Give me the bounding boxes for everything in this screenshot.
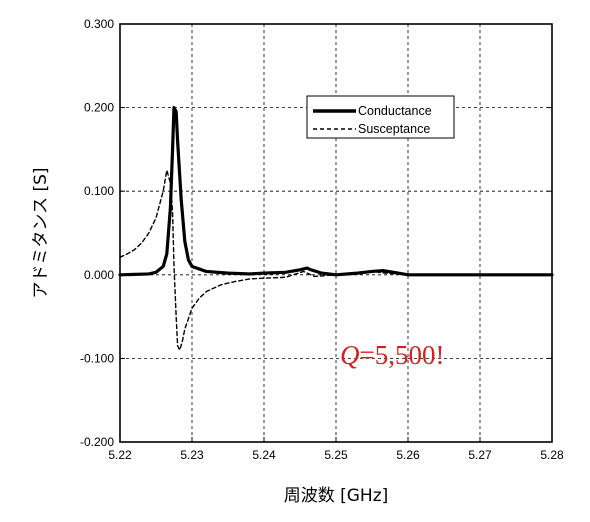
x-tick-label: 5.22 (108, 448, 132, 462)
x-tick-label: 5.28 (540, 448, 564, 462)
x-tick-label: 5.27 (468, 448, 492, 462)
q-annotation: Q=5,500! (340, 340, 444, 370)
y-tick-label: 0.000 (84, 268, 114, 282)
y-tick-label: 0.100 (84, 184, 114, 198)
x-axis-title: 周波数 [GHz] (284, 486, 389, 506)
x-tick-label: 5.25 (324, 448, 348, 462)
legend-label-conductance: Conductance (358, 104, 432, 118)
y-tick-label: 0.200 (84, 101, 114, 115)
y-axis-title: アドミタンス [S] (31, 167, 51, 298)
legend-box (306, 95, 455, 139)
legend-label-susceptance: Susceptance (358, 122, 430, 136)
tick-labels: 5.22 5.23 5.24 5.25 5.26 5.27 5.28 -0.200 -0.100… (80, 17, 564, 462)
series-layer (118, 106, 554, 351)
y-tick-label: -0.100 (80, 351, 114, 365)
x-tick-label: 5.24 (252, 448, 276, 462)
legend: Conductance Susceptance (306, 95, 455, 139)
y-tick-label: 0.300 (84, 17, 114, 31)
q-annotation-italic: Q (340, 340, 360, 370)
tick-marks (119, 23, 553, 443)
q-annotation-value: =5,500! (360, 340, 445, 370)
y-tick-label: -0.200 (80, 435, 114, 449)
x-tick-label: 5.26 (396, 448, 420, 462)
series-line-susceptance (119, 169, 553, 351)
x-tick-label: 5.23 (180, 448, 204, 462)
